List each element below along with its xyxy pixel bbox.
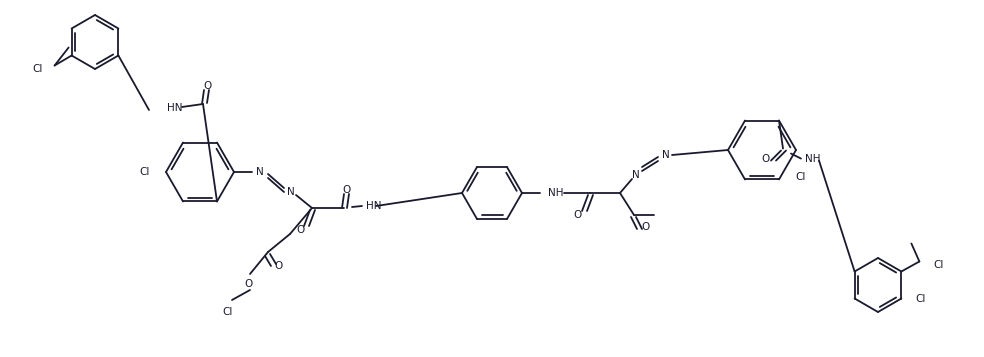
Text: Cl: Cl	[915, 293, 926, 303]
Text: O: O	[244, 279, 252, 289]
Text: Cl: Cl	[934, 261, 944, 271]
Text: HN: HN	[366, 201, 382, 211]
Text: O: O	[642, 222, 650, 232]
Text: Cl: Cl	[222, 307, 233, 317]
Text: N: N	[662, 150, 670, 160]
Text: N: N	[287, 187, 295, 197]
Text: O: O	[296, 225, 304, 235]
Text: Cl: Cl	[140, 167, 150, 177]
Text: N: N	[632, 170, 640, 180]
Text: O: O	[341, 185, 350, 195]
Text: N: N	[256, 167, 264, 177]
Text: O: O	[203, 81, 212, 91]
Text: HN: HN	[167, 103, 182, 113]
Text: O: O	[574, 210, 583, 220]
Text: NH: NH	[805, 154, 821, 164]
Text: Cl: Cl	[32, 64, 42, 74]
Text: O: O	[274, 261, 282, 271]
Text: NH: NH	[548, 188, 564, 198]
Text: Cl: Cl	[795, 172, 805, 182]
Text: O: O	[761, 154, 769, 164]
